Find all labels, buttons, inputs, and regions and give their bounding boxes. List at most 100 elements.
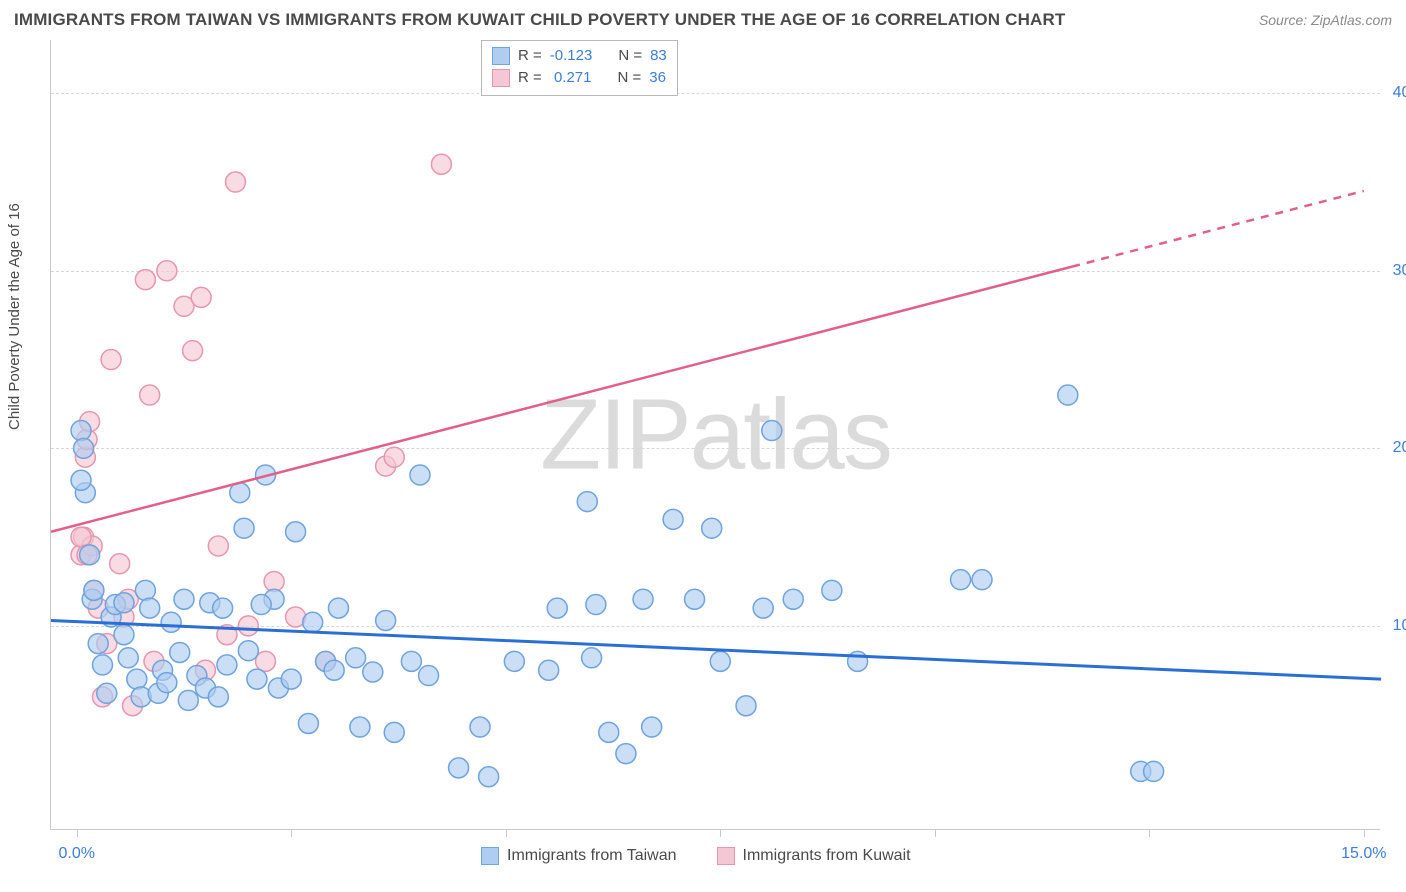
data-point xyxy=(157,673,177,693)
stats-row-kuwait: R = 0.271 N = 36 xyxy=(492,67,667,89)
data-point xyxy=(303,612,323,632)
data-point xyxy=(822,580,842,600)
data-point xyxy=(191,287,211,307)
chart-title: IMMIGRANTS FROM TAIWAN VS IMMIGRANTS FRO… xyxy=(14,10,1065,30)
x-tick xyxy=(291,829,292,837)
data-point xyxy=(376,611,396,631)
data-point xyxy=(616,744,636,764)
x-tick xyxy=(935,829,936,837)
data-point xyxy=(286,522,306,542)
data-point xyxy=(642,717,662,737)
x-tick-label: 0.0% xyxy=(59,845,95,863)
data-point xyxy=(238,616,258,636)
data-point xyxy=(328,598,348,618)
data-point xyxy=(213,598,233,618)
data-point xyxy=(710,651,730,671)
data-point xyxy=(582,648,602,668)
data-point xyxy=(633,589,653,609)
data-point xyxy=(84,580,104,600)
chart-svg xyxy=(51,40,1380,829)
data-point xyxy=(157,261,177,281)
data-point xyxy=(71,421,91,441)
data-point xyxy=(663,509,683,529)
data-point xyxy=(951,570,971,590)
data-point xyxy=(504,651,524,671)
y-tick-label: 20.0% xyxy=(1393,439,1406,457)
data-point xyxy=(431,154,451,174)
data-point xyxy=(208,536,228,556)
data-point xyxy=(80,545,100,565)
data-point xyxy=(247,669,267,689)
r-value-taiwan: -0.123 xyxy=(550,45,593,67)
plot-area: ZIPatlas 10.0%20.0%30.0%40.0% 0.0%15.0% … xyxy=(50,40,1380,830)
n-label: N = xyxy=(618,45,642,67)
data-point xyxy=(225,172,245,192)
data-point xyxy=(346,648,366,668)
data-point xyxy=(74,438,94,458)
x-tick-label: 15.0% xyxy=(1341,845,1386,863)
data-point xyxy=(410,465,430,485)
data-point xyxy=(217,655,237,675)
data-point xyxy=(972,570,992,590)
data-point xyxy=(238,641,258,661)
data-point xyxy=(127,669,147,689)
legend-item-kuwait: Immigrants from Kuwait xyxy=(717,847,911,865)
data-point xyxy=(470,717,490,737)
legend-label-taiwan: Immigrants from Taiwan xyxy=(507,847,677,865)
y-axis-label: Child Poverty Under the Age of 16 xyxy=(6,203,23,430)
data-point xyxy=(599,722,619,742)
data-point xyxy=(783,589,803,609)
data-point xyxy=(449,758,469,778)
data-point xyxy=(208,687,228,707)
data-point xyxy=(256,651,276,671)
data-point xyxy=(736,696,756,716)
data-point xyxy=(174,589,194,609)
legend-swatch-kuwait xyxy=(717,847,735,865)
data-point xyxy=(586,595,606,615)
stats-legend: R = -0.123 N = 83 R = 0.271 N = 36 xyxy=(481,40,678,96)
x-tick xyxy=(720,829,721,837)
n-label: N = xyxy=(617,67,641,89)
data-point xyxy=(170,642,190,662)
data-point xyxy=(71,527,91,547)
data-point xyxy=(401,651,421,671)
legend-swatch-kuwait xyxy=(492,69,510,87)
r-label: R = xyxy=(518,67,542,89)
data-point xyxy=(71,470,91,490)
stats-row-taiwan: R = -0.123 N = 83 xyxy=(492,45,667,67)
data-point xyxy=(110,554,130,574)
y-tick-label: 40.0% xyxy=(1393,84,1406,102)
trend-lines xyxy=(51,191,1381,679)
y-tick-label: 30.0% xyxy=(1393,262,1406,280)
data-point xyxy=(384,722,404,742)
data-point xyxy=(419,666,439,686)
data-point xyxy=(178,690,198,710)
data-point xyxy=(1058,385,1078,405)
r-value-kuwait: 0.271 xyxy=(550,67,592,89)
x-tick xyxy=(1149,829,1150,837)
data-point xyxy=(350,717,370,737)
data-point xyxy=(251,595,271,615)
source-attribution: Source: ZipAtlas.com xyxy=(1259,12,1392,28)
trend-line-dashed xyxy=(1072,191,1364,267)
data-point xyxy=(479,767,499,787)
x-tick xyxy=(506,829,507,837)
x-tick xyxy=(77,829,78,837)
data-point xyxy=(547,598,567,618)
data-point xyxy=(762,421,782,441)
r-label: R = xyxy=(518,45,542,67)
scatter-taiwan xyxy=(71,385,1164,787)
x-tick xyxy=(1364,829,1365,837)
data-point xyxy=(114,625,134,645)
n-value-taiwan: 83 xyxy=(650,45,667,67)
source-value: ZipAtlas.com xyxy=(1311,12,1392,28)
data-point xyxy=(140,385,160,405)
data-point xyxy=(1144,761,1164,781)
n-value-kuwait: 36 xyxy=(649,67,666,89)
legend-swatch-taiwan xyxy=(492,47,510,65)
data-point xyxy=(114,593,134,613)
data-point xyxy=(140,598,160,618)
data-point xyxy=(97,683,117,703)
data-point xyxy=(183,341,203,361)
data-point xyxy=(685,589,705,609)
